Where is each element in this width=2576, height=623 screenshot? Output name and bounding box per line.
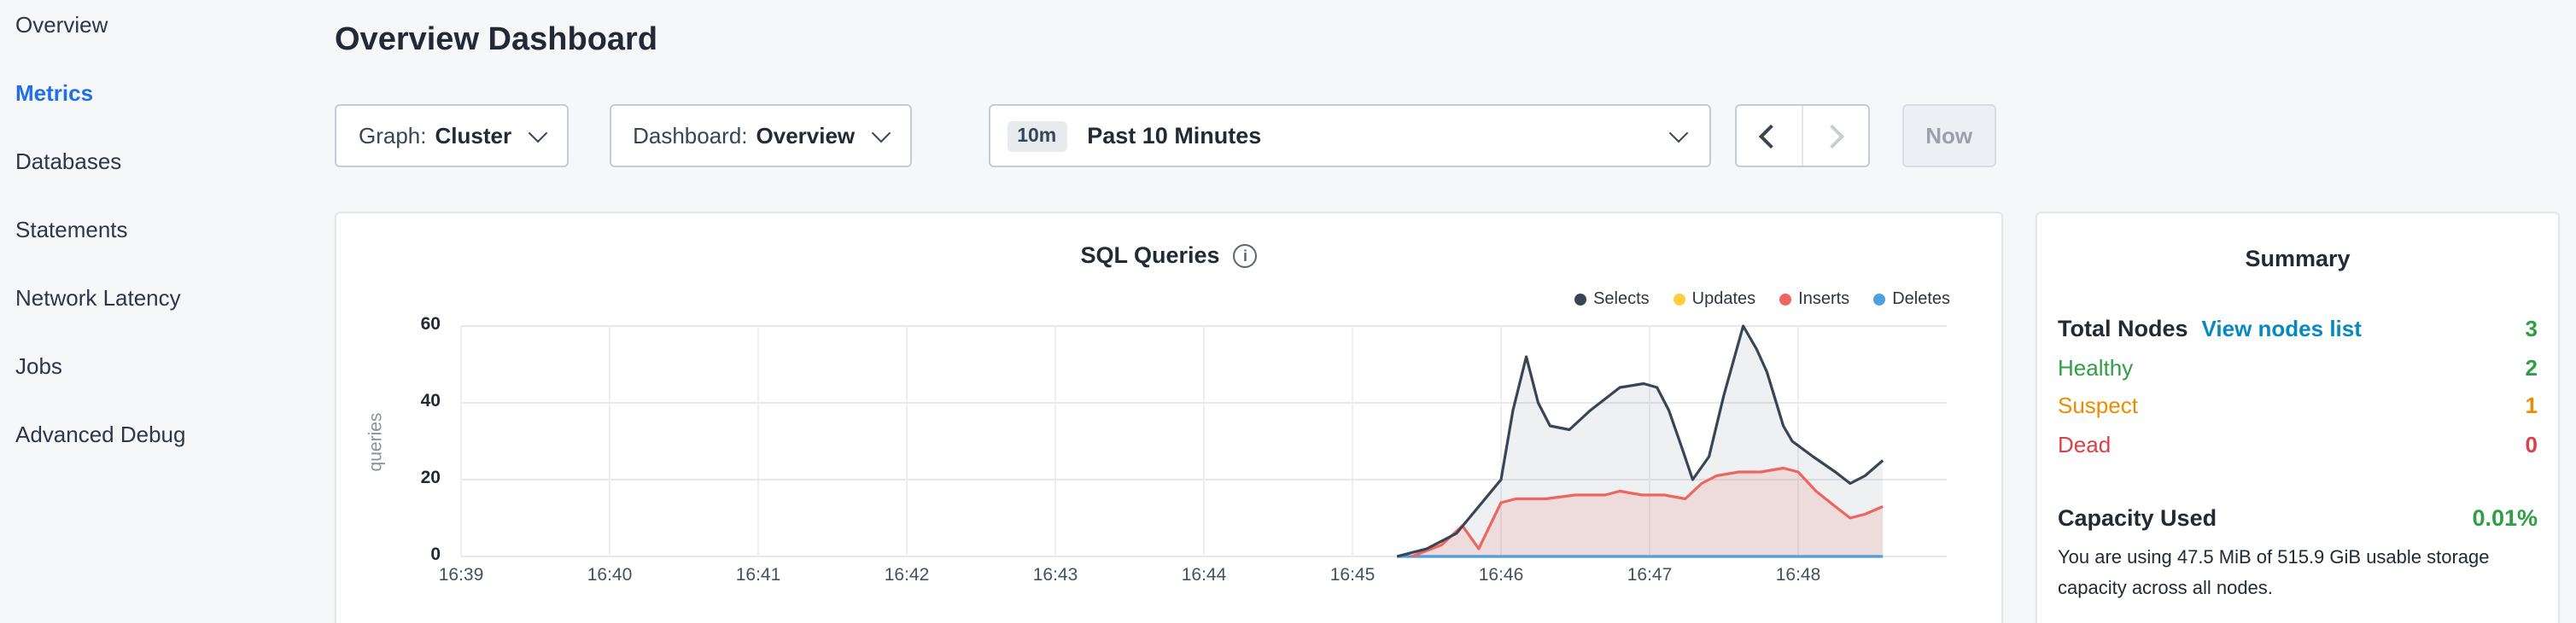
x-tick-label: 16:40	[587, 565, 633, 585]
summary-rows: Total Nodes View nodes list 3 Healthy 2 …	[2058, 316, 2538, 469]
main-content: Overview Dashboard Graph: Cluster Dashbo…	[321, 0, 2576, 623]
chevron-down-icon	[1668, 122, 1688, 143]
legend-item-selects: Selects	[1574, 290, 1650, 309]
capacity-used-label: Capacity Used	[2058, 505, 2217, 531]
legend-label: Updates	[1691, 290, 1756, 309]
time-step-forward-button[interactable]	[1801, 106, 1867, 166]
capacity-note: You are using 47.5 MiB of 515.9 GiB usab…	[2058, 548, 2490, 599]
sidebar-item-statements[interactable]: Statements	[15, 216, 128, 242]
time-range-badge: 10m	[1007, 120, 1067, 151]
sidebar-item-databases[interactable]: Databases	[15, 148, 122, 173]
suspect-value: 1	[2525, 393, 2538, 418]
dashboard-dropdown-prefix: Dashboard:	[633, 123, 748, 148]
y-tick-label: 40	[420, 391, 441, 411]
x-tick-label: 16:41	[735, 565, 781, 585]
legend-dot	[1779, 294, 1792, 306]
legend-dot	[1873, 294, 1886, 306]
sidebar-item-overview[interactable]: Overview	[15, 11, 108, 37]
legend-item-updates: Updates	[1673, 290, 1756, 309]
line-selects	[1396, 324, 1884, 558]
legend-label: Selects	[1593, 290, 1650, 309]
time-range-label: Past 10 Minutes	[1087, 123, 1262, 148]
time-step-buttons	[1734, 104, 1870, 167]
dead-value: 0	[2525, 431, 2538, 457]
time-range-selector[interactable]: 10m Past 10 Minutes	[988, 104, 1711, 167]
chevron-down-icon	[527, 122, 547, 143]
chevron-down-icon	[870, 122, 891, 143]
x-tick-label: 16:48	[1775, 565, 1821, 585]
chart-title: SQL Queries	[1080, 242, 1220, 268]
total-nodes-value: 3	[2525, 316, 2538, 341]
sql-queries-chart-panel: SQL Queries i Selects Updates Inserts Delet…	[335, 212, 2003, 623]
info-icon[interactable]: i	[1233, 243, 1258, 267]
page-title: Overview Dashboard	[335, 22, 658, 58]
legend-dot	[1673, 294, 1685, 306]
x-tick-label: 16:43	[1032, 565, 1078, 585]
sidebar-item-advanced-debug[interactable]: Advanced Debug	[15, 421, 186, 446]
view-nodes-list-link[interactable]: View nodes list	[2201, 316, 2362, 341]
dashboard-dropdown[interactable]: Dashboard: Overview	[609, 104, 912, 167]
sidebar-item-jobs[interactable]: Jobs	[15, 352, 62, 378]
time-step-back-button[interactable]	[1736, 106, 1801, 166]
capacity-used-row: Capacity Used 0.01%	[2058, 505, 2538, 531]
healthy-row: Healthy 2	[2058, 354, 2538, 393]
total-nodes-label: Total Nodes	[2058, 316, 2188, 341]
summary-panel: Summary Total Nodes View nodes list 3 He…	[2036, 212, 2560, 623]
total-nodes-row: Total Nodes View nodes list 3	[2058, 316, 2538, 354]
sql-queries-plot[interactable]	[460, 324, 1947, 558]
sidebar-item-metrics[interactable]: Metrics	[15, 79, 94, 105]
dead-row: Dead 0	[2058, 431, 2538, 469]
x-tick-label: 16:44	[1181, 565, 1227, 585]
x-axis-labels: 16:39 16:40 16:41 16:42 16:43 16:44 16:45 16:46…	[439, 565, 1947, 589]
healthy-label: Healthy	[2058, 354, 2134, 380]
sidebar-item-network-latency[interactable]: Network Latency	[15, 284, 181, 310]
healthy-value: 2	[2525, 354, 2538, 380]
graph-dropdown[interactable]: Graph: Cluster	[335, 104, 569, 167]
chevron-right-icon	[1820, 123, 1845, 148]
dashboard-dropdown-value: Overview	[756, 123, 856, 148]
chevron-left-icon	[1759, 123, 1784, 148]
summary-title: Summary	[2245, 246, 2351, 271]
y-tick-label: 60	[420, 314, 441, 335]
capacity-used-value: 0.01%	[2472, 505, 2538, 531]
y-axis-labels: 0 20 40 60	[336, 314, 451, 565]
y-tick-label: 20	[420, 468, 441, 488]
x-tick-label: 16:46	[1478, 565, 1524, 585]
suspect-label: Suspect	[2058, 393, 2138, 418]
area-inserts	[1411, 468, 1884, 556]
y-tick-label: 0	[430, 544, 441, 565]
dashboard-panels: SQL Queries i Selects Updates Inserts Delet…	[335, 212, 2576, 623]
x-tick-label: 16:39	[438, 565, 484, 585]
chart-legend: Selects Updates Inserts Deletes	[1574, 290, 1950, 309]
legend-dot	[1574, 294, 1587, 306]
plot-area[interactable]	[460, 324, 1947, 558]
suspect-row: Suspect 1	[2058, 393, 2538, 431]
legend-label: Inserts	[1798, 290, 1850, 309]
legend-item-deletes: Deletes	[1873, 290, 1950, 309]
sidebar-nav: Overview Metrics Databases Statements Ne…	[0, 0, 321, 623]
graph-dropdown-value: Cluster	[435, 123, 512, 148]
line-inserts	[1411, 466, 1884, 558]
x-tick-label: 16:47	[1627, 565, 1673, 585]
graph-dropdown-prefix: Graph:	[359, 123, 427, 148]
dead-label: Dead	[2058, 431, 2112, 457]
legend-label: Deletes	[1892, 290, 1950, 309]
chart-title-row: SQL Queries i	[336, 242, 2001, 268]
x-tick-label: 16:42	[884, 565, 930, 585]
legend-item-inserts: Inserts	[1779, 290, 1849, 309]
x-tick-label: 16:45	[1329, 565, 1376, 585]
toolbar: Graph: Cluster Dashboard: Overview 10m P…	[335, 104, 2576, 167]
now-button[interactable]: Now	[1901, 104, 1997, 167]
